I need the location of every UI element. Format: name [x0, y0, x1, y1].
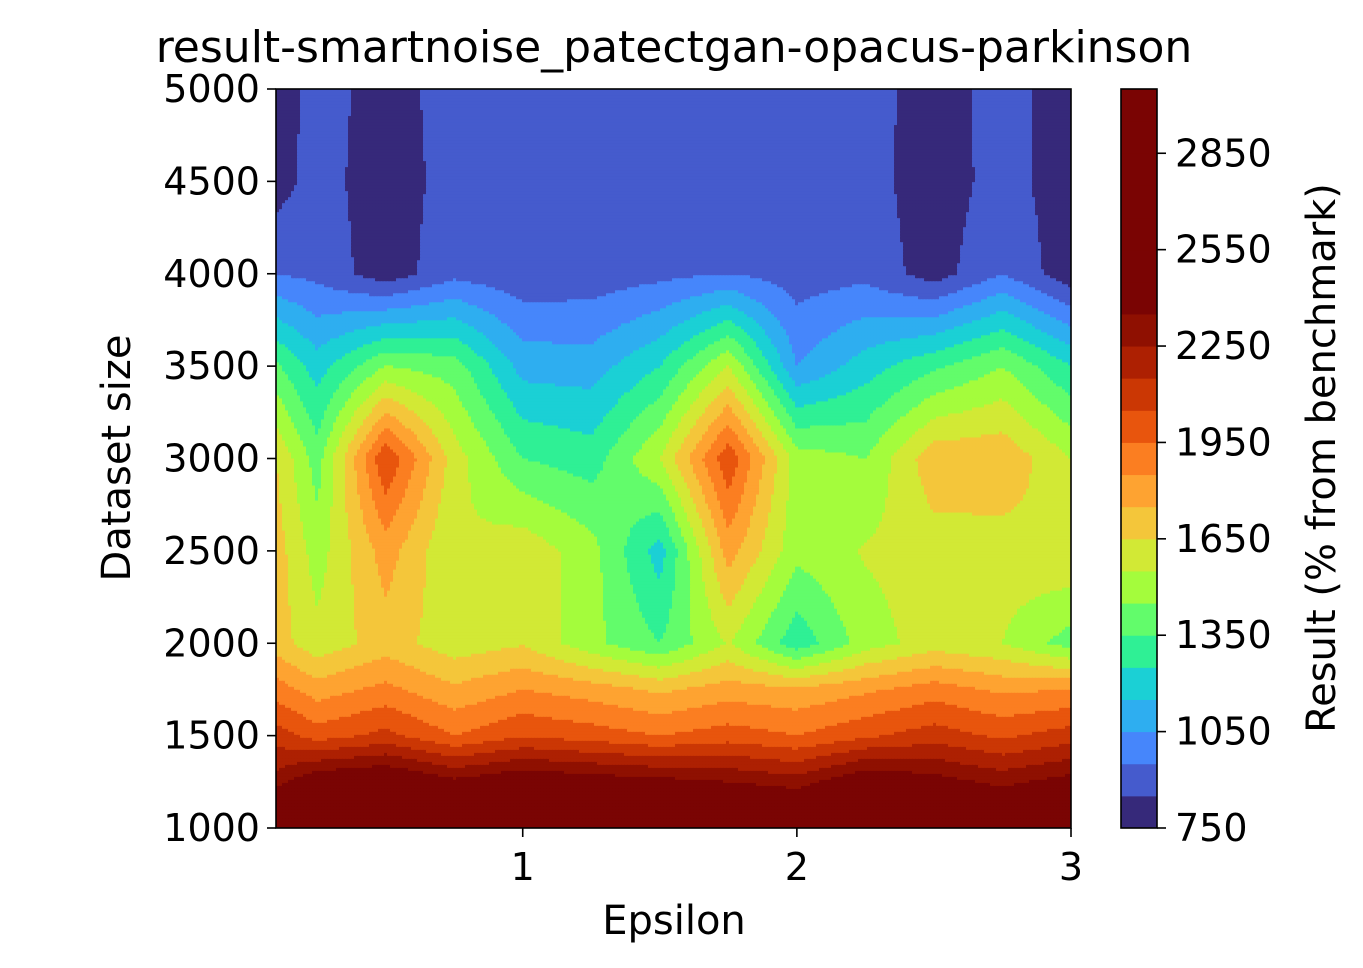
contour-fill-area	[276, 89, 1072, 829]
chart-title: result-smartnoise_patectgan-opacus-parki…	[156, 22, 1193, 73]
